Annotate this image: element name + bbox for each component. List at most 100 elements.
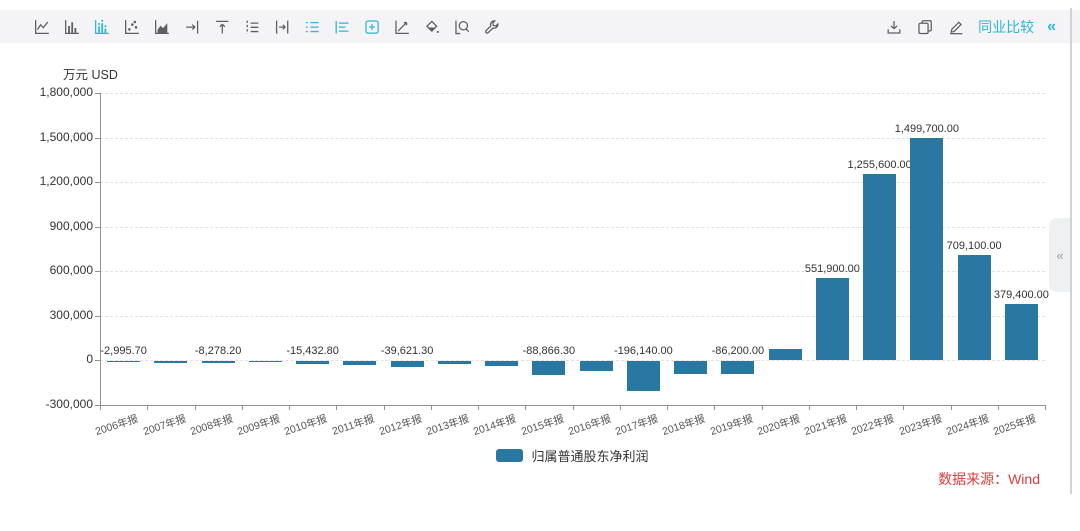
bar-2022年报 xyxy=(863,173,897,361)
bar-value-label: 379,400.00 xyxy=(993,289,1049,302)
x-axis-category-label: 2024年报 xyxy=(944,412,991,439)
chart-settings-wrench-icon[interactable] xyxy=(483,18,501,36)
bar-2010年报 xyxy=(296,361,330,364)
y-axis-tick xyxy=(95,271,100,273)
show-data-labels-icon[interactable] xyxy=(363,18,381,36)
bar-2007年报 xyxy=(154,361,188,363)
x-axis-tick xyxy=(761,405,763,410)
bar-2015年报 xyxy=(532,361,566,375)
align-axis-top-icon[interactable] xyxy=(213,18,231,36)
line-chart-icon[interactable] xyxy=(33,18,51,36)
y-axis-tick xyxy=(95,137,100,139)
x-axis-category-label: 2025年报 xyxy=(991,412,1038,439)
bar-2011年报 xyxy=(343,361,377,366)
bar-2023年报 xyxy=(910,137,944,361)
legend-swatch xyxy=(496,449,524,462)
gridline xyxy=(100,93,1045,94)
x-axis-tick xyxy=(289,405,290,410)
y-axis-tick xyxy=(95,226,100,228)
download-icon[interactable] xyxy=(885,18,903,36)
toolbar-right-group: 同业比较 « xyxy=(885,10,1056,43)
bar-2017年报 xyxy=(626,361,660,391)
x-axis-category-label: 2006年报 xyxy=(94,412,140,439)
bar-value-label: 551,900.00 xyxy=(804,263,860,276)
bar-2019年报 xyxy=(721,361,755,375)
y-axis-tick-label: -300,000 xyxy=(45,397,93,411)
gridline xyxy=(100,226,1045,228)
x-axis-category-label: 2010年报 xyxy=(283,412,329,439)
fill-style-icon[interactable] xyxy=(423,18,441,36)
bar-value-label: -2,995.70 xyxy=(100,345,147,358)
side-panel-divider xyxy=(1070,8,1072,494)
y-axis-line xyxy=(100,93,101,405)
x-axis-category-label: 2015年报 xyxy=(519,412,566,439)
toolbar-collapse-chevron[interactable]: « xyxy=(1047,17,1056,35)
y-axis-tick xyxy=(95,93,100,94)
x-axis-category-label: 2018年报 xyxy=(661,412,707,439)
bar-value-label: -39,621.30 xyxy=(380,345,434,358)
show-legend-icon[interactable] xyxy=(303,18,321,36)
draw-trendline-icon[interactable] xyxy=(393,18,411,36)
y-axis-tick xyxy=(95,182,100,184)
shift-axis-right-icon[interactable] xyxy=(273,18,291,36)
bar-2025年报 xyxy=(1004,304,1038,361)
x-axis-category-label: 2022年报 xyxy=(850,412,896,439)
x-axis-category-label: 2020年报 xyxy=(755,412,802,439)
align-axis-right-icon[interactable] xyxy=(183,18,201,36)
x-axis-category-label: 2009年报 xyxy=(235,412,282,439)
x-axis-category-label: 2007年报 xyxy=(141,412,188,439)
scatter-chart-icon[interactable] xyxy=(123,18,141,36)
gridline xyxy=(100,360,1045,362)
y-axis-tick-label: 300,000 xyxy=(49,307,93,322)
x-axis-category-label: 2021年报 xyxy=(802,412,849,439)
bar-value-label: -196,140.00 xyxy=(614,345,673,358)
toolbar-left-icon-group xyxy=(0,18,501,36)
bar-2009年报 xyxy=(248,361,282,363)
edit-icon[interactable] xyxy=(947,18,965,36)
legend-item[interactable]: 归属普通股东净利润 xyxy=(100,446,1045,465)
toolbar-right-icon-group xyxy=(885,18,965,36)
bar-chart-with-labels-icon[interactable] xyxy=(93,18,111,36)
axis-settings-icon[interactable] xyxy=(243,18,261,36)
side-panel-expand-tab[interactable]: « xyxy=(1049,218,1071,292)
bar-2016年报 xyxy=(579,361,613,372)
gridline xyxy=(100,182,1045,184)
x-axis-category-label: 2014年报 xyxy=(472,412,518,439)
area-chart-icon[interactable] xyxy=(153,18,171,36)
bar-2018年报 xyxy=(674,361,708,374)
data-source-label: 数据来源：Wind xyxy=(938,471,1040,487)
x-axis-category-label: 2017年报 xyxy=(613,412,660,439)
side-panel-chevron-icon: « xyxy=(1056,247,1064,263)
x-axis-category-label: 2016年报 xyxy=(566,412,613,439)
x-axis-category-label: 2011年报 xyxy=(331,412,377,438)
x-axis-category-label: 2013年报 xyxy=(424,412,471,439)
bar-value-label: 1,255,600.00 xyxy=(847,158,912,171)
show-gridlines-icon[interactable] xyxy=(333,18,351,36)
bar-2006年报 xyxy=(107,361,141,363)
x-axis-tick xyxy=(572,405,574,410)
x-axis-tick xyxy=(241,405,243,410)
bar-value-label: 1,499,700.00 xyxy=(894,122,959,135)
y-axis-tick-label: 900,000 xyxy=(49,218,93,233)
bar-2012年报 xyxy=(390,361,424,368)
axis-unit-label: 万元 USD xyxy=(63,68,118,82)
zoom-region-icon[interactable] xyxy=(453,18,471,36)
bar-2024年报 xyxy=(957,255,991,361)
x-axis-tick xyxy=(808,405,810,410)
x-axis-tick xyxy=(430,405,432,410)
x-axis-category-label: 2008年报 xyxy=(188,412,235,439)
bar-value-label: -86,200.00 xyxy=(711,345,765,358)
copy-icon[interactable] xyxy=(916,18,934,36)
x-axis-tick xyxy=(997,405,999,410)
x-axis-tick xyxy=(1045,405,1046,410)
x-axis-tick xyxy=(100,405,101,410)
chart-canvas: 万元 USD 1,800,000 1,500,000 1,200,000 900,00… xyxy=(0,44,1080,531)
y-axis-tick-label: 1,800,000 xyxy=(39,85,93,99)
peer-comparison-link[interactable]: 同业比较 xyxy=(978,18,1035,35)
legend-label: 归属普通股东净利润 xyxy=(531,449,649,464)
gridline xyxy=(100,271,1045,273)
bar-chart-icon[interactable] xyxy=(63,18,81,36)
bar-2013年报 xyxy=(437,361,471,365)
bar-value-label: -15,432.80 xyxy=(286,345,339,358)
gridline xyxy=(100,137,1045,139)
